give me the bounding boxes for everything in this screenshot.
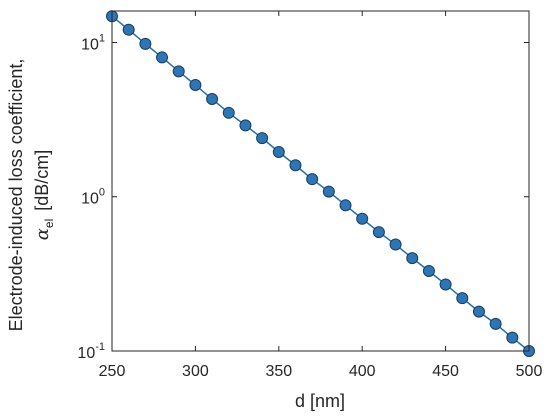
data-point — [206, 93, 219, 106]
data-point — [172, 65, 185, 78]
data-point — [272, 146, 285, 159]
data-point — [239, 119, 252, 132]
data-point — [356, 212, 369, 225]
data-point — [372, 226, 385, 239]
data-point — [122, 23, 135, 36]
plot-marks — [106, 10, 535, 357]
data-point — [406, 252, 419, 265]
data-point — [506, 331, 519, 344]
data-point — [156, 51, 169, 64]
data-point — [456, 292, 469, 305]
y-axis-title: Electrode-induced loss coefficient, αel[… — [6, 59, 56, 332]
x-tick-label: 300 — [182, 363, 209, 380]
x-tick-label: 400 — [349, 363, 376, 380]
data-point — [139, 37, 152, 50]
x-tick-labels: 250 300 350 400 450 500 — [99, 363, 543, 380]
plot-frame — [111, 10, 530, 352]
y-tick-labels: 101 100 10-1 — [77, 32, 105, 362]
data-point — [289, 159, 302, 172]
y-axis-title-line1: Electrode-induced loss coefficient, — [6, 59, 26, 332]
data-point — [256, 132, 269, 145]
y-tick-label: 10-1 — [77, 341, 105, 362]
data-point — [439, 278, 452, 291]
y-axis-title-line2: αel[dB/cm] — [32, 150, 56, 241]
data-point — [189, 79, 202, 92]
data-point — [339, 199, 352, 212]
data-point — [472, 305, 485, 318]
data-point — [306, 173, 319, 186]
x-tick-label: 250 — [99, 363, 126, 380]
data-point — [322, 185, 335, 198]
data-point — [489, 317, 502, 330]
data-point — [422, 265, 435, 278]
x-axis-title: d [nm] — [295, 391, 345, 411]
y-tick-label: 101 — [81, 32, 105, 53]
x-tick-label: 500 — [516, 363, 543, 380]
x-tick-label: 450 — [432, 363, 459, 380]
x-tick-label: 350 — [265, 363, 292, 380]
axis-ticks — [111, 11, 530, 352]
y-tick-label: 100 — [81, 187, 105, 208]
data-point — [222, 106, 235, 119]
data-point — [389, 238, 402, 251]
